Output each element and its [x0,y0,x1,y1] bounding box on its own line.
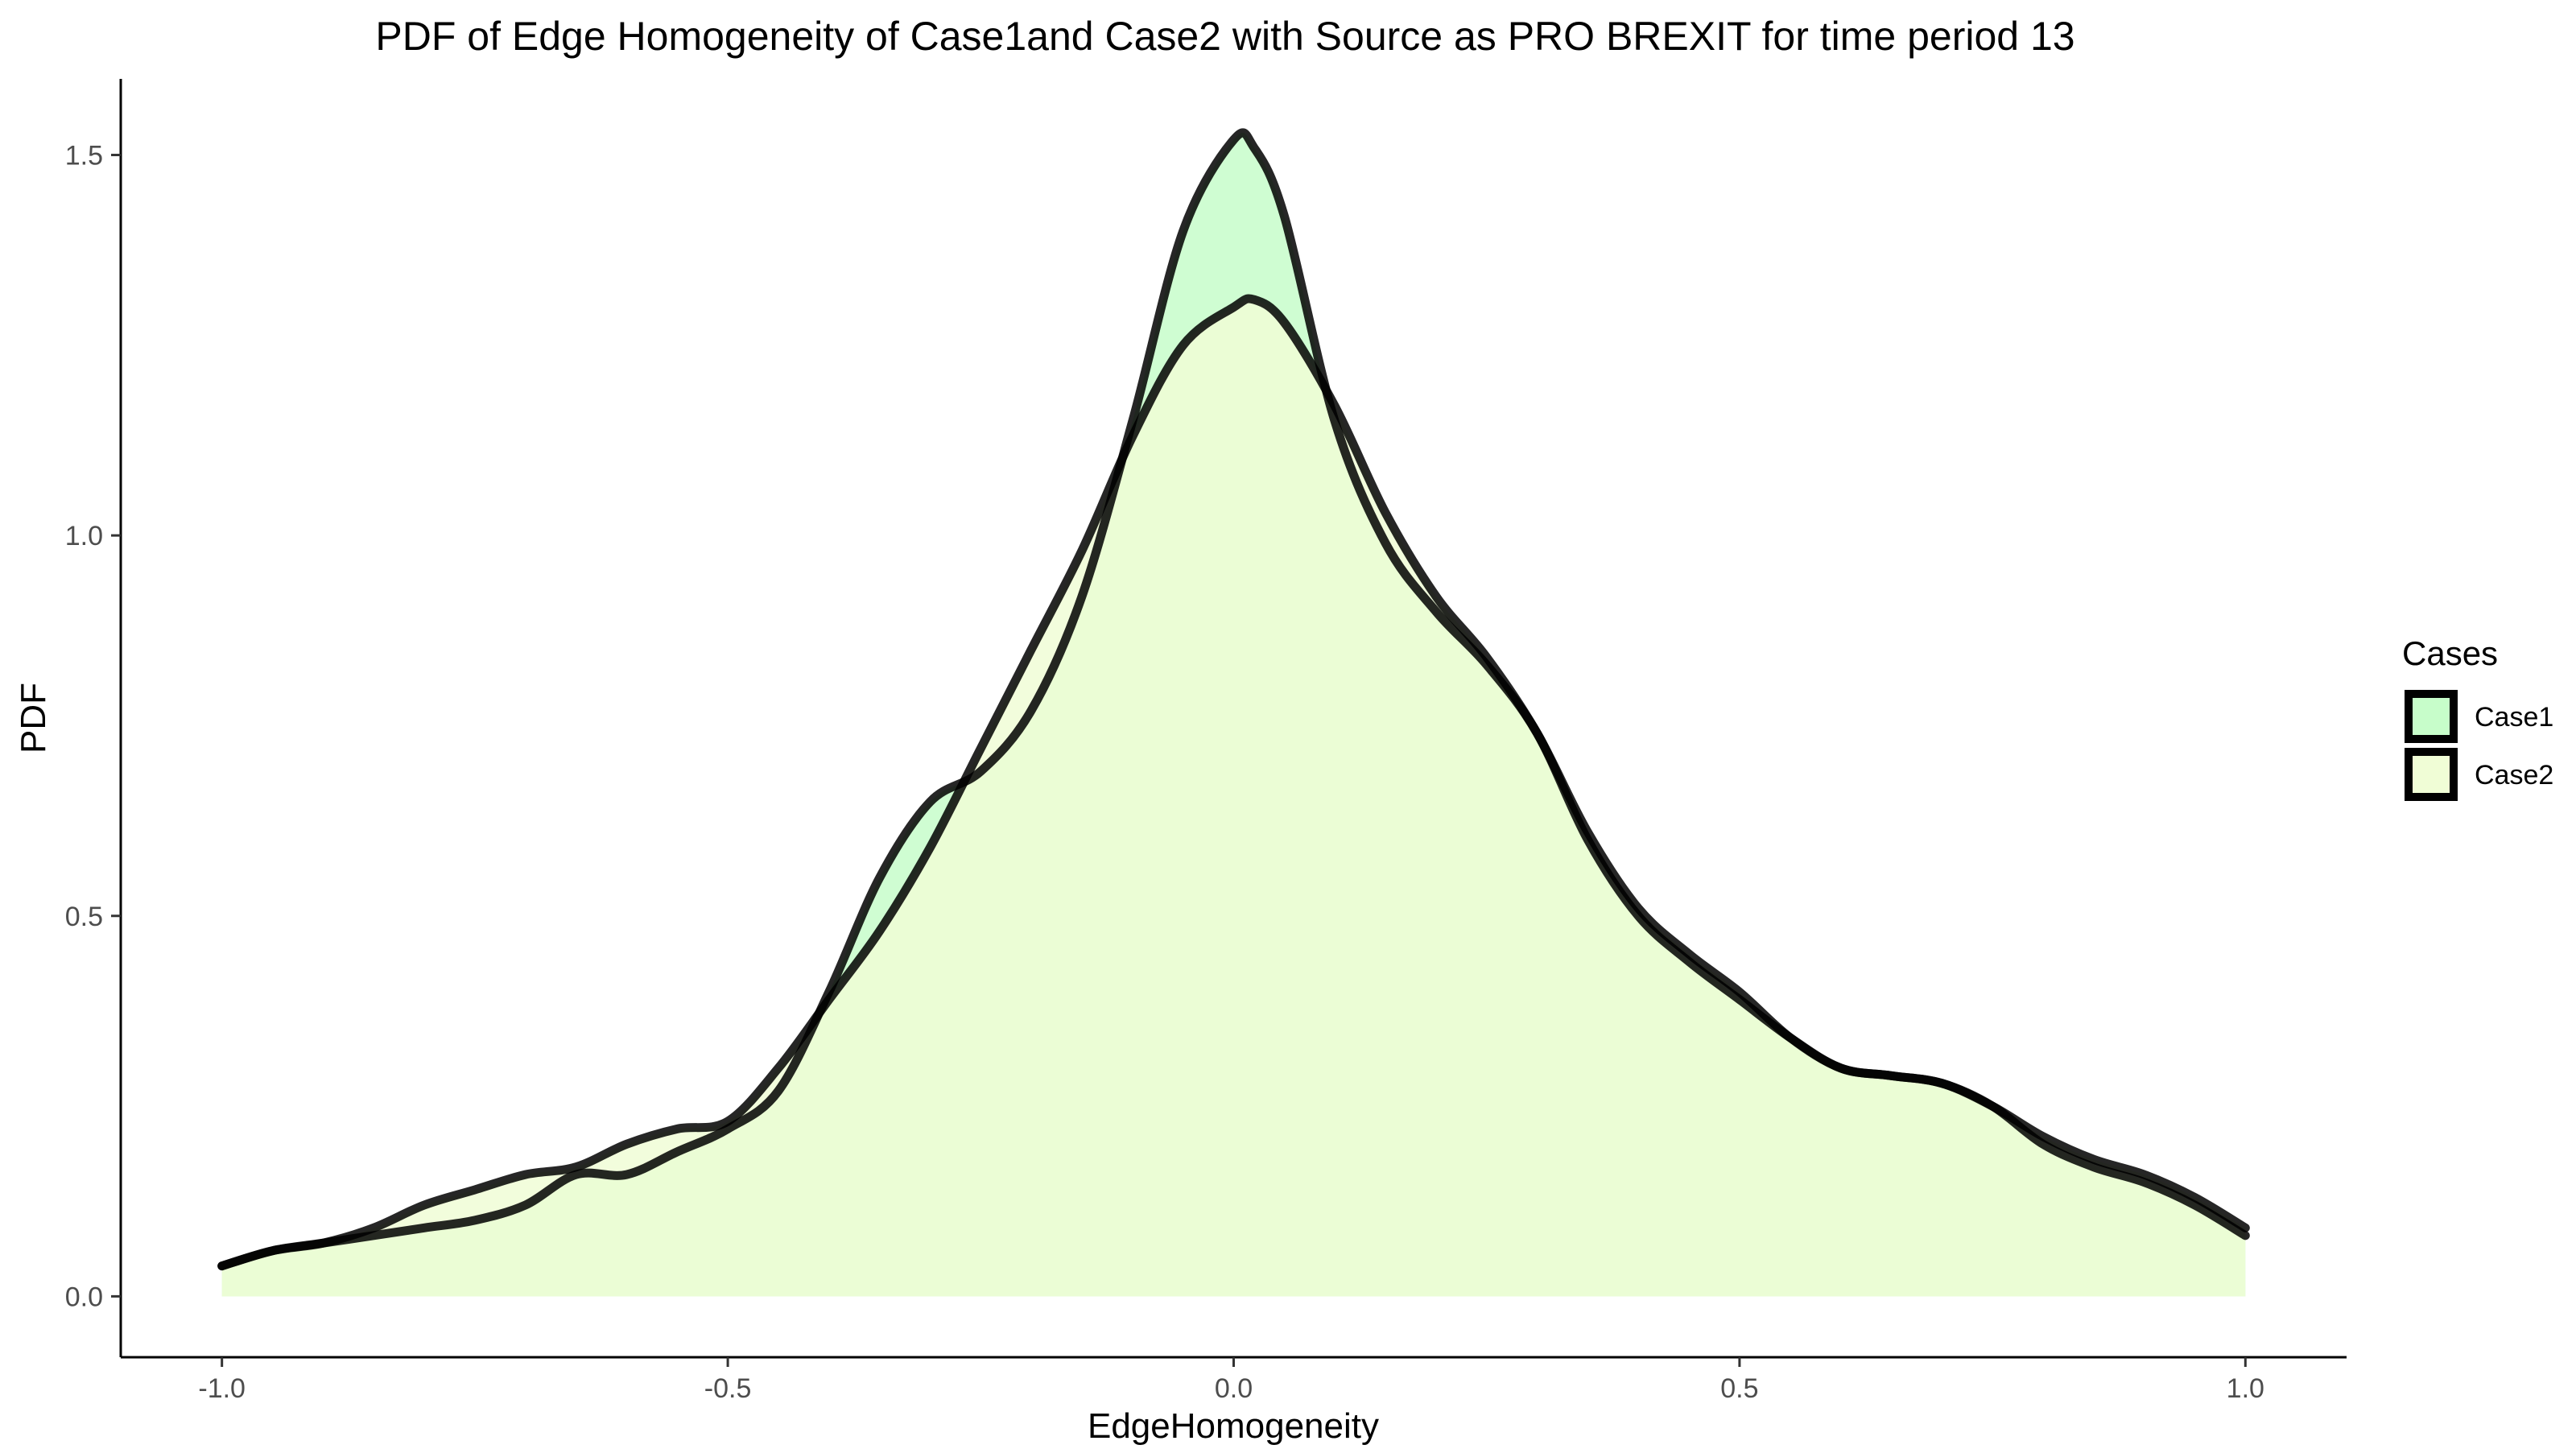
x-tick-label: 1.0 [2227,1373,2264,1404]
x-tick-label: -0.5 [704,1373,752,1404]
legend-items: Case1 Case2 [2405,690,2553,801]
density-fill-case2 [221,298,2246,1297]
y-tick-label: 1.0 [65,521,103,551]
y-tick-label: 0.0 [65,1282,103,1312]
legend-key-case2 [2405,748,2458,801]
legend-key-case1 [2405,690,2458,743]
x-axis-title: EdgeHomogeneity [1088,1406,1379,1446]
density-line-case2 [217,294,2250,1271]
legend-label-case1: Case1 [2475,702,2553,733]
y-tick-label: 1.5 [65,141,103,171]
y-axis-title: PDF [14,683,53,753]
x-tick-label: -1.0 [198,1373,246,1404]
y-ticks: 0.0 0.5 1.0 1.5 [65,141,121,1312]
x-tick-label: 0.0 [1215,1373,1253,1404]
x-ticks: -1.0 -0.5 0.0 0.5 1.0 [198,1357,2264,1404]
y-tick-label: 0.5 [65,902,103,932]
legend-title: Cases [2402,634,2498,672]
legend-label-case2: Case2 [2475,760,2553,791]
x-tick-label: 0.5 [1720,1373,1758,1404]
plot-areas [217,128,2250,1297]
chart-title: PDF of Edge Homogeneity of Case1and Case… [375,14,2074,59]
legend: Cases Case1 Case2 [2402,634,2553,801]
